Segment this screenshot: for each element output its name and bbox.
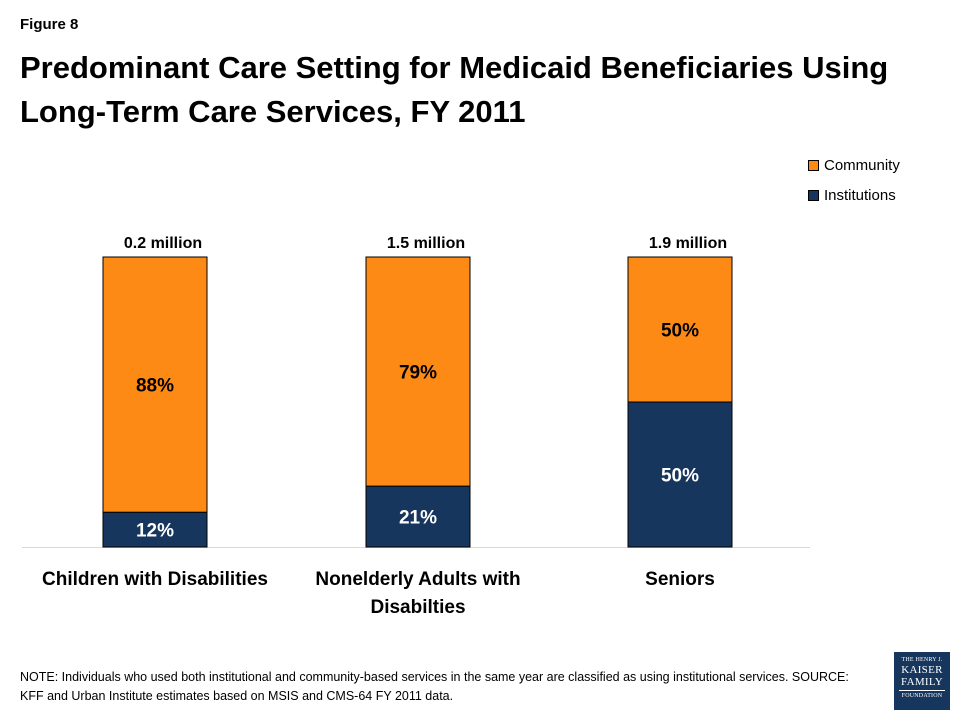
data-label-community-1: 79% [399,363,437,384]
legend-item-institutions: Institutions [808,184,900,206]
data-label-institutions-1: 21% [399,508,437,529]
logo-line-1: THE HENRY J. [901,657,943,663]
logo-line-4: FOUNDATION [901,693,943,699]
data-label-institutions-2: 50% [661,466,699,487]
total-label-0: 0.2 million [124,235,202,252]
logo-line-2: KAISER [901,664,943,676]
legend-swatch-community [808,159,819,171]
bar-community-1 [365,256,471,487]
data-label-institutions-0: 12% [136,521,174,542]
kff-logo: THE HENRY J. KAISER FAMILY FOUNDATION [894,652,950,710]
legend: Community Institutions [808,154,900,214]
logo-line-3: FAMILY [900,676,944,688]
logo-rule [899,690,945,691]
legend-swatch-institutions [808,189,819,201]
total-label-2: 1.9 million [649,235,727,252]
bar-community-2 [627,256,733,403]
bar-institutions-1 [365,485,471,548]
source-note: NOTE: Individuals who used both institut… [20,670,849,703]
legend-item-community: Community [808,154,900,176]
figure-label: Figure 8 [20,16,79,33]
category-label-2-0: Seniors [645,569,715,590]
chart-title: Predominant Care Setting for Medicaid Be… [20,50,889,129]
data-label-community-0: 88% [136,376,174,397]
bar-community-0 [102,256,208,513]
category-label-0-0: Children with Disabilities [42,569,268,590]
legend-label-institutions: Institutions [824,186,896,204]
legend-label-community: Community [824,156,900,174]
data-label-community-2: 50% [661,321,699,342]
category-label-1-0: Nonelderly Adults with [315,569,520,590]
category-label-1-1: Disabilties [370,597,465,618]
total-label-1: 1.5 million [387,235,465,252]
bar-institutions-2 [627,401,733,548]
